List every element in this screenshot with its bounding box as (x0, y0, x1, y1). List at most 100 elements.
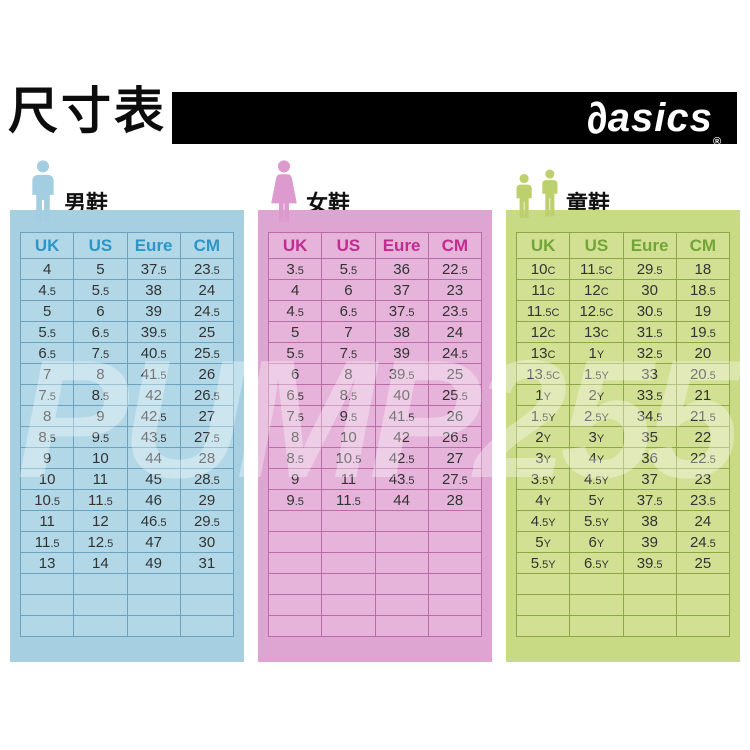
size-row: 9 10 44 28 (19, 447, 235, 469)
size-cell: 5.5 (19, 321, 75, 343)
size-cell: 39 (126, 300, 181, 322)
size-row: 11.5 12.5 47 30 (19, 531, 235, 553)
size-cell: 7.5 (73, 342, 128, 364)
size-cell: 9 (267, 468, 323, 490)
size-cell: 39.5 (622, 552, 677, 574)
size-cell: 27 (179, 405, 235, 427)
size-cell: 39.5 (126, 321, 181, 343)
kids-section: 童鞋 UK US Eure CM 10C 11.5C 29.5 18 11C 12C 30 18.5 1… (506, 160, 740, 662)
empty-cell (321, 573, 376, 595)
size-cell: 33.5 (622, 384, 677, 406)
empty-cell (267, 594, 323, 616)
empty-cell (622, 573, 677, 595)
size-cell: 35 (622, 426, 677, 448)
header-row: UK US Eure CM (19, 232, 235, 259)
empty-cell (321, 531, 376, 553)
size-cell: 3Y (569, 426, 624, 448)
size-cell: 11.5 (19, 531, 75, 553)
size-row: 1.5Y 2.5Y 34.5 21.5 (515, 405, 731, 427)
size-cell: 24.5 (675, 531, 731, 553)
size-cell: 21.5 (675, 405, 731, 427)
size-cell: 27.5 (427, 468, 483, 490)
empty-cell (427, 552, 483, 574)
empty-cell (622, 594, 677, 616)
size-cell: 22.5 (675, 447, 731, 469)
size-cell: 11.5 (321, 489, 376, 511)
column-header: Eure (622, 232, 677, 259)
size-row: 7.5 9.5 41.5 26 (267, 405, 483, 427)
size-cell: 42.5 (126, 405, 181, 427)
size-row: 4 6 37 23 (267, 279, 483, 301)
size-cell: 8 (19, 405, 75, 427)
size-cell: 2Y (569, 384, 624, 406)
size-cell: 25.5 (427, 384, 483, 406)
size-row: 8.5 9.5 43.5 27.5 (19, 426, 235, 448)
size-row: 11C 12C 30 18.5 (515, 279, 731, 301)
size-cell: 3Y (515, 447, 571, 469)
empty-cell (622, 615, 677, 637)
size-cell: 5 (19, 300, 75, 322)
size-cell: 24.5 (427, 342, 483, 364)
size-cell: 39.5 (374, 363, 429, 385)
size-cell: 6Y (569, 531, 624, 553)
empty-cell (675, 573, 731, 595)
size-cell: 26 (179, 363, 235, 385)
size-cell: 34.5 (622, 405, 677, 427)
empty-cell (267, 573, 323, 595)
empty-row (267, 531, 483, 553)
size-cell: 11 (19, 510, 75, 532)
size-cell: 1Y (569, 342, 624, 364)
size-row: 8 9 42.5 27 (19, 405, 235, 427)
size-cell: 28.5 (179, 468, 235, 490)
column-header: UK (267, 232, 323, 259)
empty-cell (126, 594, 181, 616)
size-cell: 6 (321, 279, 376, 301)
column-header: US (569, 232, 624, 259)
size-cell: 24 (179, 279, 235, 301)
size-cell: 10C (515, 258, 571, 280)
empty-cell (321, 615, 376, 637)
size-row: 5 6 39 24.5 (19, 300, 235, 322)
size-cell: 24 (427, 321, 483, 343)
size-cell: 23.5 (427, 300, 483, 322)
size-cell: 11C (515, 279, 571, 301)
size-cell: 22 (675, 426, 731, 448)
size-cell: 10 (73, 447, 128, 469)
size-cell: 12.5 (73, 531, 128, 553)
size-row: 6.5 7.5 40.5 25.5 (19, 342, 235, 364)
size-row: 3.5 5.5 36 22.5 (267, 258, 483, 280)
size-cell: 12 (73, 510, 128, 532)
size-cell: 4.5 (19, 279, 75, 301)
empty-cell (515, 594, 571, 616)
size-cell: 13C (569, 321, 624, 343)
size-cell: 4.5 (267, 300, 323, 322)
women-size-table: UK US Eure CM 3.5 5.5 36 22.5 4 6 37 23 4.5 6.5 37.5 23… (267, 232, 483, 637)
empty-cell (427, 615, 483, 637)
column-header: CM (179, 232, 235, 259)
size-cell: 5.5Y (569, 510, 624, 532)
empty-cell (569, 594, 624, 616)
empty-cell (73, 573, 128, 595)
size-cell: 26 (427, 405, 483, 427)
column-header: Eure (374, 232, 429, 259)
empty-cell (374, 594, 429, 616)
empty-cell (19, 615, 75, 637)
size-row: 13.5C 1.5Y 33 20.5 (515, 363, 731, 385)
size-cell: 7.5 (19, 384, 75, 406)
size-cell: 44 (126, 447, 181, 469)
size-cell: 5Y (569, 489, 624, 511)
size-cell: 29 (179, 489, 235, 511)
size-row: 3Y 4Y 36 22.5 (515, 447, 731, 469)
size-cell: 8.5 (321, 384, 376, 406)
size-cell: 38 (374, 321, 429, 343)
size-cell: 11.5C (515, 300, 571, 322)
size-cell: 20.5 (675, 363, 731, 385)
size-cell: 18 (675, 258, 731, 280)
empty-cell (569, 573, 624, 595)
size-cell: 11 (73, 468, 128, 490)
size-cell: 28 (179, 447, 235, 469)
size-cell: 31 (179, 552, 235, 574)
size-cell: 41.5 (126, 363, 181, 385)
size-cell: 30 (622, 279, 677, 301)
page-title: 尺寸表 (8, 83, 167, 139)
